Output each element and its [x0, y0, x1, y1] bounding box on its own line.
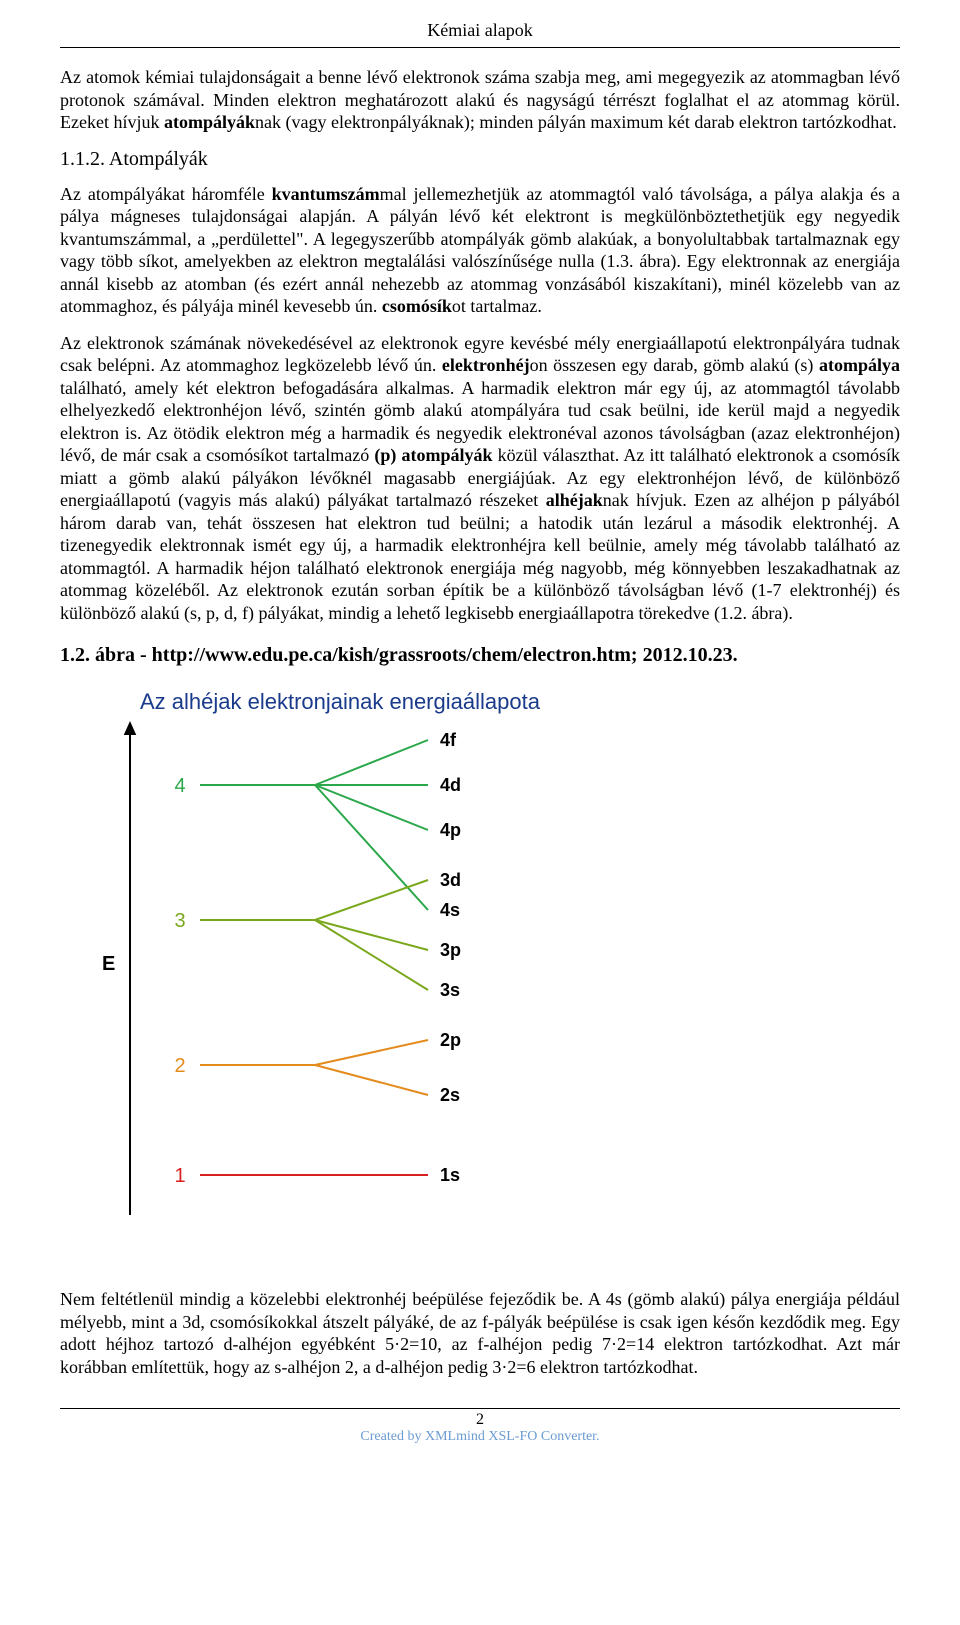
bold-term: alhéjak: [546, 490, 603, 510]
svg-text:Az alhéjak elektronjainak ener: Az alhéjak elektronjainak energiaállapot…: [140, 689, 541, 714]
section-heading: 1.1.2. Atompályák: [60, 148, 900, 171]
svg-text:E: E: [102, 953, 115, 975]
svg-text:3: 3: [174, 910, 185, 932]
bold-term: kvantumszám: [272, 184, 380, 204]
svg-text:4d: 4d: [440, 775, 461, 795]
energy-diagram: Az alhéjak elektronjainak energiaállapot…: [80, 685, 900, 1270]
paragraph-3: Az elektronok számának növekedésével az …: [60, 332, 900, 625]
page-footer: 2 Created by XMLmind XSL-FO Converter.: [60, 1408, 900, 1445]
svg-text:2: 2: [174, 1055, 185, 1077]
paragraph-4: Nem feltétlenül mindig a közelebbi elekt…: [60, 1288, 900, 1378]
footer-credit: Created by XMLmind XSL-FO Converter.: [60, 1429, 900, 1445]
svg-text:4p: 4p: [440, 820, 461, 840]
text: ot tartalmaz.: [452, 296, 542, 316]
text: Az atompályákat háromféle: [60, 184, 272, 204]
text: nak (vagy elektronpályáknak); minden pál…: [255, 112, 897, 132]
bold-term: atompálya: [819, 355, 900, 375]
bold-term: csomósík: [382, 296, 452, 316]
svg-text:2s: 2s: [440, 1085, 460, 1105]
header-rule: [60, 47, 900, 48]
svg-text:4s: 4s: [440, 900, 460, 920]
svg-text:3d: 3d: [440, 870, 461, 890]
footer-rule: [60, 1408, 900, 1409]
paragraph-2: Az atompályákat háromféle kvantumszámmal…: [60, 183, 900, 318]
figure-caption: 1.2. ábra - http://www.edu.pe.ca/kish/gr…: [60, 644, 900, 667]
bold-term: elektronhéj: [442, 355, 530, 375]
paragraph-intro: Az atomok kémiai tulajdonságait a benne …: [60, 66, 900, 134]
svg-text:4f: 4f: [440, 730, 457, 750]
svg-text:1s: 1s: [440, 1165, 460, 1185]
svg-text:2p: 2p: [440, 1030, 461, 1050]
svg-text:3s: 3s: [440, 980, 460, 1000]
bold-term: (p) atompályák: [374, 445, 492, 465]
svg-text:3p: 3p: [440, 940, 461, 960]
energy-diagram-svg: Az alhéjak elektronjainak energiaállapot…: [80, 685, 600, 1265]
page-header-title: Kémiai alapok: [60, 20, 900, 41]
bold-term: atompályák: [164, 112, 255, 132]
page-number: 2: [60, 1411, 900, 1429]
text: on összesen egy darab, gömb alakú (s): [530, 355, 819, 375]
svg-text:4: 4: [174, 775, 185, 797]
svg-text:1: 1: [174, 1165, 185, 1187]
